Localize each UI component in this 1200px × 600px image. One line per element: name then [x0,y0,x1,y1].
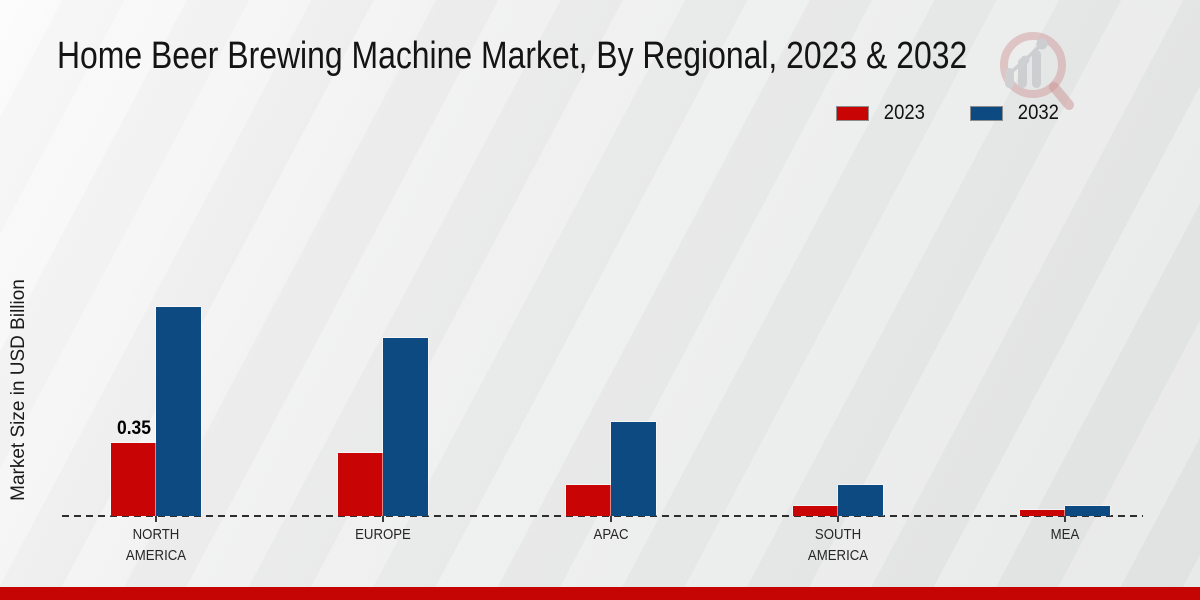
x-axis-tick-europe [382,516,385,522]
legend-swatch-2023 [836,105,869,121]
market-research-future-logo [1000,32,1074,110]
y-axis-title: Market Size in USD Billion [8,279,29,501]
legend-item-2032: 2032 [969,101,1062,125]
bar-2023-mea [1020,509,1065,516]
bar-2032-south-america [837,484,883,516]
chart-title: Home Beer Brewing Machine Market, By Reg… [57,35,968,77]
legend: 2023 2032 [836,101,1061,125]
bar-growth-icon [1005,38,1048,88]
x-axis-label-south-america: SOUTH AMERICA [807,526,868,564]
bar-2032-europe [383,338,429,516]
bar-2023-north-america [111,442,156,516]
legend-label-2023: 2023 [883,101,925,124]
magnifier-icon [1000,32,1074,110]
x-axis-tick-north-america [155,516,157,522]
bar-2023-europe [338,453,384,516]
x-axis-tick-south-america [836,516,839,522]
zero-baseline [62,515,1143,517]
footer-accent-bar [0,587,1200,600]
bar-2032-north-america [156,307,201,516]
legend-item-2023: 2023 [836,101,928,125]
x-axis-label-north-america: NORTH AMERICA [125,526,187,564]
x-axis-tick-mea [1064,516,1066,522]
x-axis-label-europe: EUROPE [355,526,412,543]
bar-2023-south-america [792,505,838,516]
bar-2032-apac [610,421,656,516]
x-axis-tick-apac [609,516,612,522]
bar-value-label-2023-north-america: 0.35 [116,417,151,439]
bar-2032-mea [1065,505,1110,516]
bar-2023-apac [565,484,611,516]
x-axis-label-apac: APAC [593,526,628,543]
legend-swatch-2032 [969,105,1003,121]
legend-label-2032: 2032 [1017,101,1059,124]
x-axis-label-mea: MEA [1050,526,1080,543]
